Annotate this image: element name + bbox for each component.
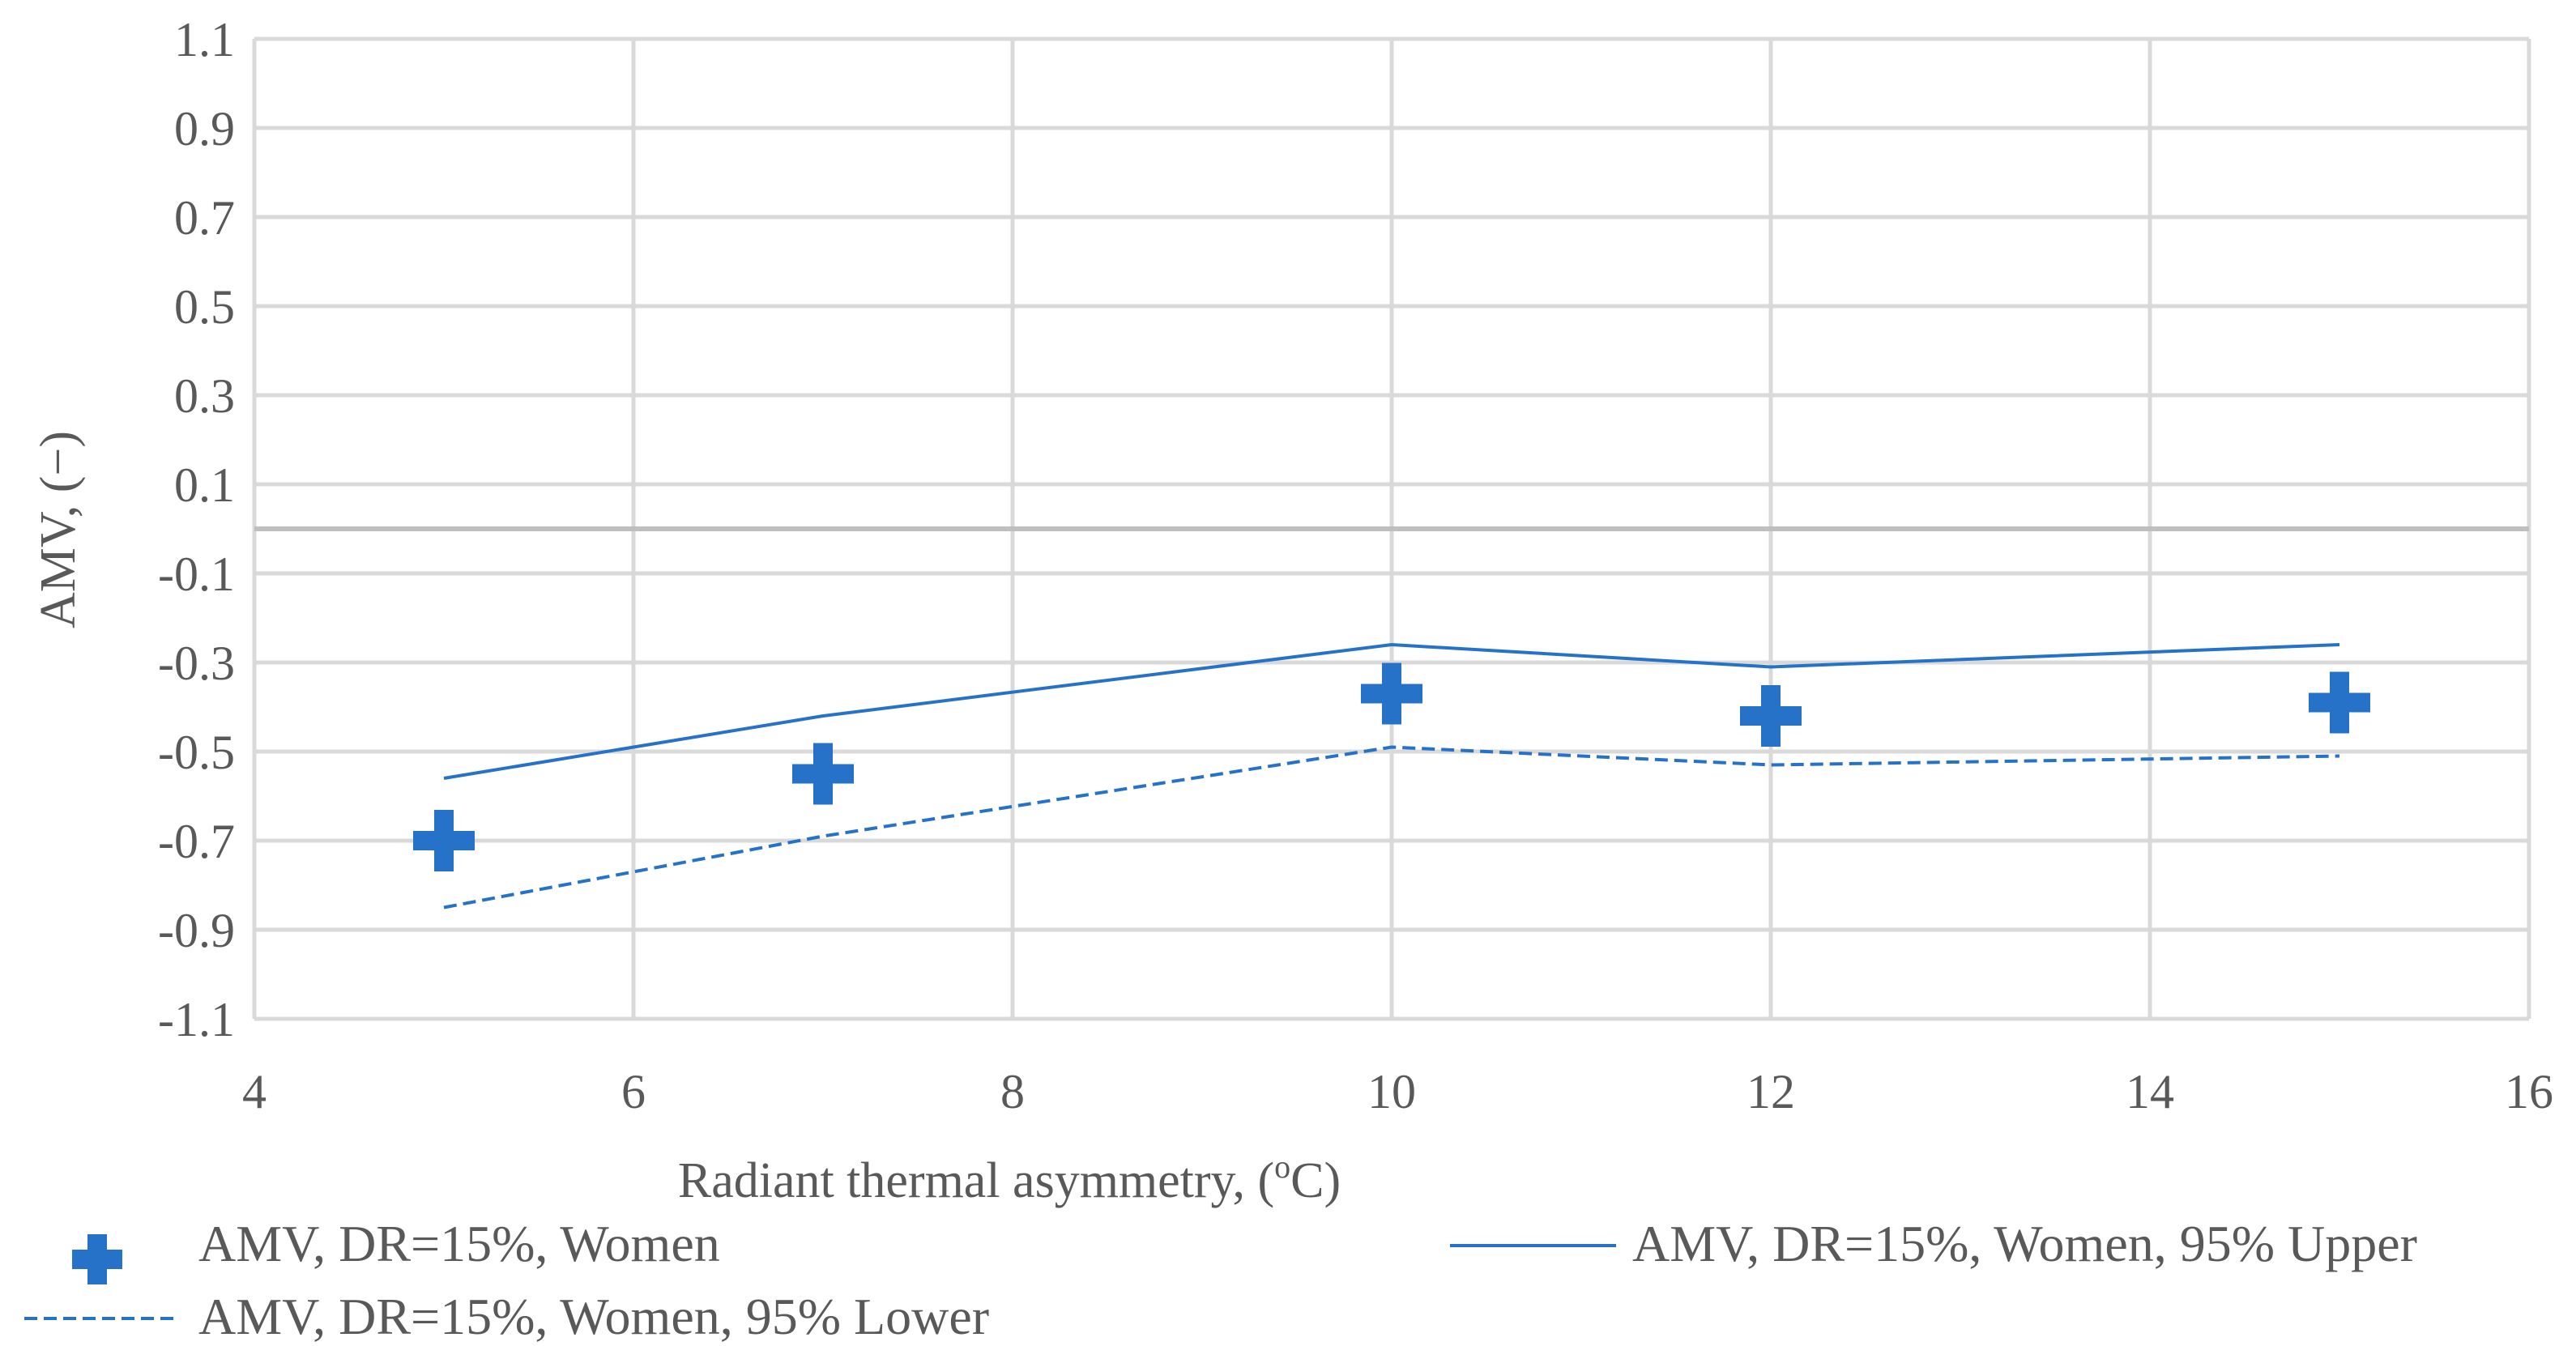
x-tick-label: 4 (242, 1065, 267, 1118)
x-tick-label: 14 (2126, 1065, 2174, 1118)
data-point-plus (2309, 671, 2370, 734)
x-tick-label: 6 (621, 1065, 646, 1118)
x-tick-label: 10 (1367, 1065, 1416, 1118)
y-tick-label: 0.3 (174, 369, 235, 423)
y-tick-label: -0.5 (158, 726, 235, 779)
legend-label-upper: AMV, DR=15%, Women, 95% Upper (1632, 1215, 2417, 1272)
x-tick-label: 12 (1746, 1065, 1795, 1118)
series-upper-line (443, 642, 2340, 780)
x-tick-label: 8 (1000, 1065, 1025, 1118)
data-point-plus (1740, 685, 1802, 747)
y-tick-label: 0.7 (174, 191, 235, 245)
y-tick-label: 0.5 (174, 280, 235, 334)
y-tick-label: -0.1 (158, 547, 235, 601)
x-axis-title-superscript: o (1274, 1148, 1290, 1185)
series-lower-line (443, 745, 2340, 909)
legend-label-women: AMV, DR=15%, Women (198, 1215, 720, 1272)
legend: AMV, DR=15%, Women AMV, DR=15%, Women, 9… (24, 1215, 2417, 1345)
y-tick-label: 0.9 (174, 102, 235, 155)
y-tick-label: 0.1 (174, 458, 235, 512)
y-tick-label: -0.3 (158, 637, 235, 690)
data-point-plus (413, 810, 475, 871)
x-axis-title-unit: C) (1290, 1153, 1341, 1208)
x-axis-title-text: Radiant thermal asymmetry, ( (678, 1153, 1274, 1208)
data-point-plus (792, 743, 854, 805)
y-tick-label: 1.1 (174, 13, 235, 66)
y-tick-label: -1.1 (158, 993, 235, 1046)
y-axis-title: AMV, (−) (31, 431, 86, 628)
legend-label-lower: AMV, DR=15%, Women, 95% Lower (198, 1288, 989, 1345)
legend-marker-plus (72, 1234, 122, 1284)
data-point-plus (1361, 662, 1422, 725)
y-tick-label: -0.9 (158, 904, 235, 957)
x-tick-labels: 4 6 8 10 12 14 16 (242, 1065, 2553, 1118)
y-tick-label: -0.7 (158, 815, 235, 868)
x-axis-title: Radiant thermal asymmetry, (oC) (678, 1148, 1341, 1208)
y-tick-labels: 1.1 0.9 0.7 0.5 0.3 0.1 -0.1 -0.3 -0.5 -0.7 -0.9 -1… (158, 13, 235, 1046)
x-tick-label: 16 (2505, 1065, 2553, 1118)
series-layer (413, 642, 2370, 909)
